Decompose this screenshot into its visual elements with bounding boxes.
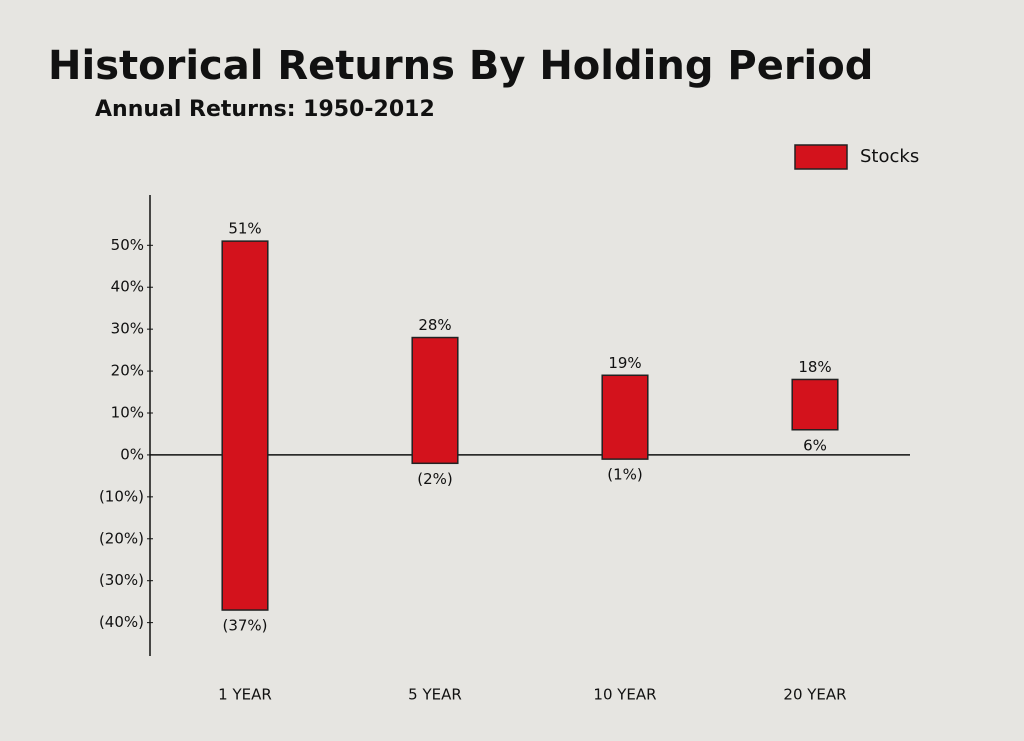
bar [221,240,269,611]
bar [791,378,839,431]
y-tick-label: 40% [111,278,144,296]
legend-swatch [794,144,848,170]
chart-title: Historical Returns By Holding Period [48,43,873,89]
y-tick-label: 50% [111,236,144,254]
value-label: 28% [418,316,451,334]
y-tick-label: 20% [111,362,144,380]
y-tick-label: 0% [120,445,144,463]
y-tick-label: (30%) [99,571,144,589]
value-label: (37%) [222,617,267,635]
chart-subtitle: Annual Returns: 1950-2012 [95,97,435,122]
bar [411,336,459,465]
x-tick-label: 5 YEAR [408,686,462,704]
y-tick-label: 10% [111,404,144,422]
value-label: 51% [228,220,261,238]
x-tick-label: 10 YEAR [593,686,656,704]
y-tick-label: (20%) [99,529,144,547]
y-tick-label: 30% [111,320,144,338]
y-tick-label: (40%) [99,613,144,631]
legend-label: Stocks [860,146,919,167]
value-label: (2%) [417,470,453,488]
bar [601,374,649,460]
x-tick-label: 1 YEAR [218,686,272,704]
value-label: 18% [798,358,831,376]
x-tick-label: 20 YEAR [783,686,846,704]
y-tick-label: (10%) [99,487,144,505]
value-label: (1%) [607,466,643,484]
value-label: 6% [803,436,827,454]
value-label: 19% [608,354,641,372]
